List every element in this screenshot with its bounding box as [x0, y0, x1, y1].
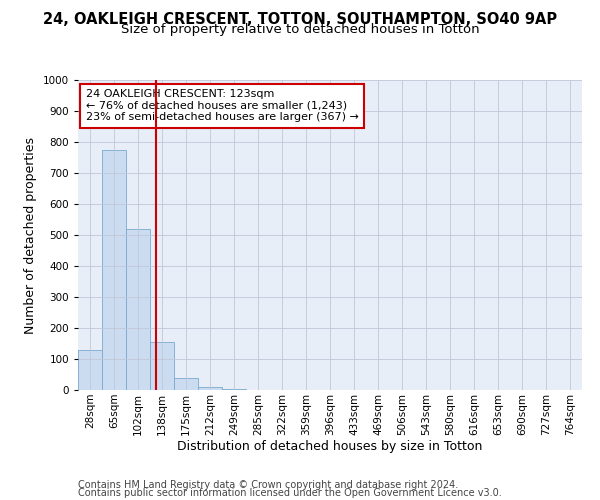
Bar: [126, 229, 150, 390]
X-axis label: Distribution of detached houses by size in Totton: Distribution of detached houses by size …: [178, 440, 482, 454]
Bar: [150, 342, 174, 390]
Text: 24, OAKLEIGH CRESCENT, TOTTON, SOUTHAMPTON, SO40 9AP: 24, OAKLEIGH CRESCENT, TOTTON, SOUTHAMPT…: [43, 12, 557, 28]
Bar: [102, 150, 126, 390]
Y-axis label: Number of detached properties: Number of detached properties: [24, 136, 37, 334]
Bar: [78, 350, 102, 390]
Bar: [198, 387, 222, 390]
Text: 24 OAKLEIGH CRESCENT: 123sqm
← 76% of detached houses are smaller (1,243)
23% of: 24 OAKLEIGH CRESCENT: 123sqm ← 76% of de…: [86, 90, 358, 122]
Text: Contains public sector information licensed under the Open Government Licence v3: Contains public sector information licen…: [78, 488, 502, 498]
Text: Size of property relative to detached houses in Totton: Size of property relative to detached ho…: [121, 22, 479, 36]
Text: Contains HM Land Registry data © Crown copyright and database right 2024.: Contains HM Land Registry data © Crown c…: [78, 480, 458, 490]
Bar: [174, 378, 198, 390]
